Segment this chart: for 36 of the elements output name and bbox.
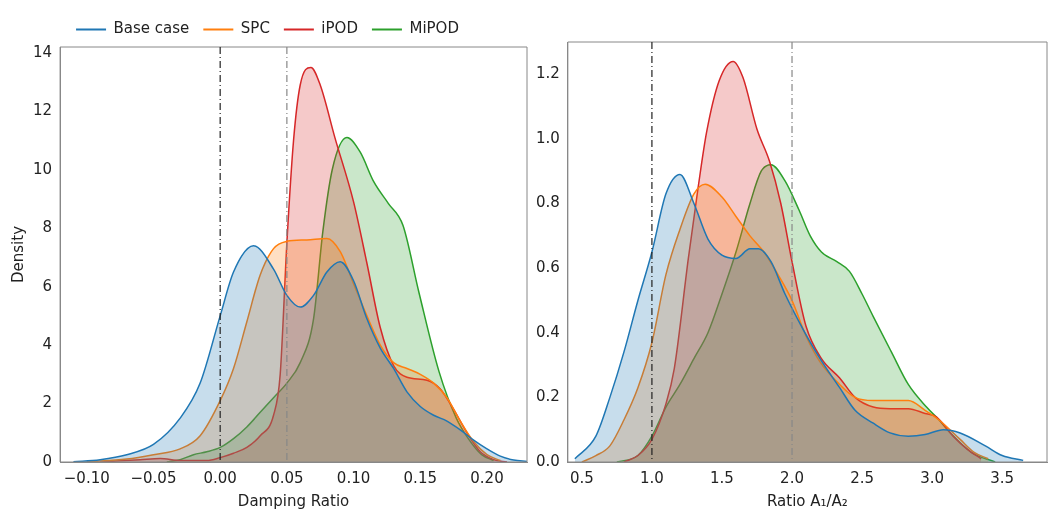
x-tick-label: 1.0: [639, 468, 664, 487]
legend-label: iPOD: [321, 19, 358, 38]
x-tick-label: 0.10: [336, 468, 371, 487]
y-tick-label: 2: [42, 393, 53, 412]
x-axis-title: Damping Ratio: [237, 491, 350, 510]
y-tick-label: 12: [32, 101, 53, 120]
x-tick-label: 0.5: [569, 468, 594, 487]
y-tick-label: 0.8: [536, 193, 560, 212]
y-tick-label: 10: [32, 159, 53, 178]
y-tick-label: 0.2: [536, 387, 560, 406]
legend-label: MiPOD: [409, 19, 459, 38]
y-tick-label: 4: [42, 334, 53, 353]
x-tick-label: 3.0: [920, 468, 945, 487]
x-tick-label: 0.05: [270, 468, 304, 487]
x-tick-label: 2.5: [850, 468, 874, 487]
y-tick-label: 1.0: [536, 128, 560, 147]
y-tick-label: 14: [32, 42, 53, 61]
x-tick-label: 0.20: [470, 468, 504, 487]
y-axis-title: Density: [8, 225, 27, 284]
y-tick-label: 8: [42, 218, 53, 237]
x-tick-label: 1.5: [710, 468, 734, 487]
x-tick-label: −0.05: [130, 468, 177, 487]
x-tick-label: −0.10: [63, 468, 110, 487]
x-tick-label: 0.15: [403, 468, 437, 487]
x-tick-label: 0.00: [203, 468, 237, 487]
y-tick-label: 1.2: [536, 64, 560, 83]
y-tick-label: 0.0: [536, 451, 560, 470]
y-tick-label: 0.6: [536, 258, 560, 277]
x-tick-label: 2.0: [780, 468, 804, 487]
y-tick-label: 0: [42, 451, 53, 470]
legend-label: Base case: [113, 19, 190, 38]
y-tick-label: 6: [42, 276, 53, 295]
legend-label: SPC: [240, 19, 270, 38]
x-tick-label: 3.5: [990, 468, 1015, 487]
y-tick-label: 0.4: [536, 322, 560, 341]
x-axis-title: Ratio A₁/A₂: [766, 491, 848, 510]
